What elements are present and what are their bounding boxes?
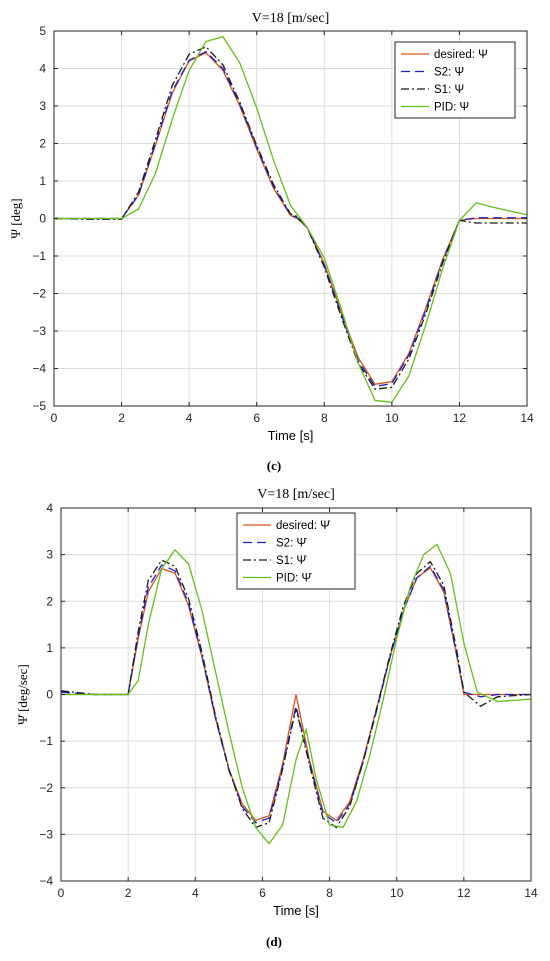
chart-title: V=18 [m/sec] [257,487,335,502]
legend-label-1: S2: Ψ̇ [276,538,307,550]
x-tick-label: 0 [51,411,58,425]
series-line-3 [61,543,531,845]
series-line-0 [61,566,531,822]
y-tick-label: 2 [39,137,46,151]
y-tick-label: 1 [46,641,53,655]
y-tick-label: 3 [46,548,53,562]
y-tick-label: 0 [39,212,46,226]
legend-label-0: desired: Ψ̇ [276,520,331,532]
y-axis-label: Ψ̇ [deg/sec] [15,664,30,724]
series-line-2 [61,559,531,829]
y-tick-label: 5 [39,24,46,38]
y-tick-label: 4 [39,62,46,76]
legend-label-2: S1: Ψ̇ [276,555,307,567]
x-tick-label: 6 [253,411,260,425]
x-tick-label: 0 [58,886,65,900]
y-axis-label: Ψ [deg] [8,198,23,238]
y-tick-label: −1 [39,734,53,748]
legend-label-3: PID: Ψ̇ [276,573,312,585]
y-tick-label: 0 [46,688,53,702]
x-tick-label: 8 [326,886,333,900]
x-tick-label: 10 [385,411,399,425]
chart-title: V=18 [m/sec] [252,11,330,26]
x-tick-label: 10 [390,886,404,900]
y-tick-label: 4 [46,501,53,515]
y-tick-label: 3 [39,99,46,113]
y-tick-label: 1 [39,174,46,188]
y-tick-label: −1 [32,249,46,263]
x-tick-label: 4 [186,411,193,425]
y-tick-label: −2 [39,781,53,795]
caption-c: (c) [267,458,281,473]
x-tick-label: 12 [453,411,467,425]
x-tick-label: 2 [125,886,132,900]
y-tick-label: −4 [39,874,53,888]
caption-d: (d) [266,934,282,949]
y-tick-label: −3 [32,324,46,338]
x-tick-label: 2 [118,411,125,425]
x-tick-label: 12 [457,886,471,900]
legend-label-3: PID: Ψ [434,102,469,114]
x-tick-label: 14 [524,886,538,900]
legend-box [394,41,516,119]
x-axis-label: Time [s] [273,903,319,918]
y-tick-label: −2 [32,287,46,301]
series-line-3 [54,35,527,403]
legend-box [236,512,356,590]
series-line-1 [54,50,527,388]
x-tick-label: 8 [321,411,328,425]
legend-label-1: S2: Ψ [434,67,464,79]
x-axis-label: Time [s] [268,428,314,443]
y-tick-label: −3 [39,827,53,841]
legend-label-2: S1: Ψ [434,84,464,96]
x-tick-label: 14 [520,411,534,425]
legend-label-0: desired: Ψ [434,49,488,61]
x-tick-label: 4 [192,886,199,900]
x-tick-label: 6 [259,886,266,900]
y-tick-label: 2 [46,594,53,608]
y-tick-label: −4 [32,362,46,376]
y-tick-label: −5 [32,399,46,413]
series-line-2 [54,46,527,390]
